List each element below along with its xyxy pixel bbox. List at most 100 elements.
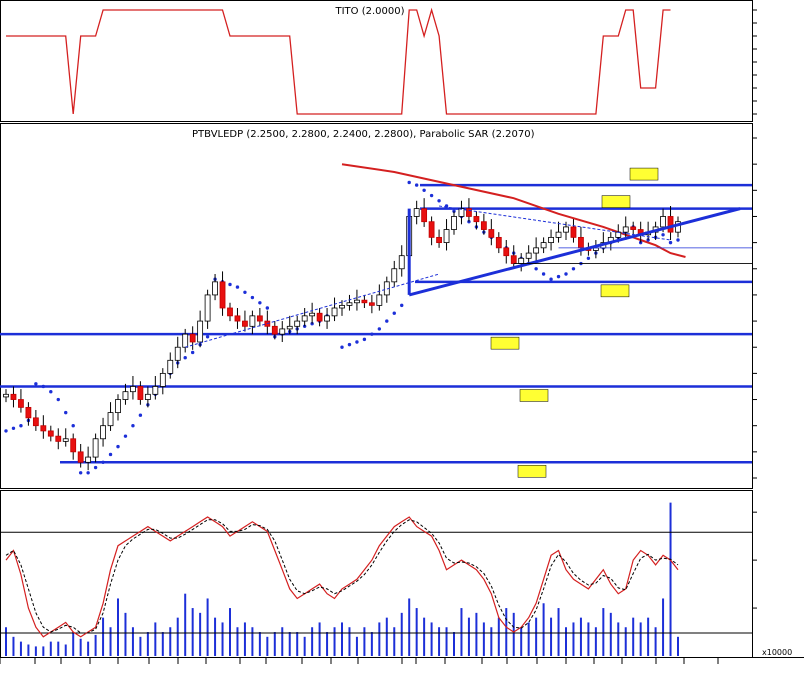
sar-dot — [414, 183, 419, 187]
candle-body — [540, 242, 547, 249]
candle-body — [159, 372, 166, 387]
price-panel-frame — [0, 123, 753, 489]
volume-bars — [5, 502, 679, 656]
candle-body — [503, 247, 510, 257]
sar-dot — [34, 382, 38, 386]
candle-body — [466, 208, 472, 217]
volume-unit-label: x10000 — [762, 648, 792, 657]
candle-body — [525, 252, 532, 259]
candle-body — [92, 438, 99, 458]
candle-body — [622, 226, 629, 233]
candle-body — [144, 393, 151, 400]
candle-body — [227, 307, 233, 317]
price-y-axis — [752, 137, 757, 479]
candle-body — [279, 328, 286, 335]
tito-y-axis — [752, 9, 757, 115]
candle-body — [458, 208, 465, 217]
sar-dot — [340, 345, 344, 349]
candle-body — [286, 325, 293, 330]
x-axis-labels — [0, 657, 719, 664]
support-resistance-lines — [0, 167, 752, 478]
sar-dot — [556, 274, 561, 279]
sar-dot — [131, 423, 135, 428]
candle-body — [376, 294, 383, 306]
candle-body — [548, 236, 554, 244]
sar-dot — [407, 180, 411, 185]
ascending-trendline — [408, 207, 741, 297]
sar-dot — [400, 303, 404, 308]
candle-body — [510, 255, 517, 264]
sar-dot — [49, 389, 53, 394]
candle-body — [563, 226, 569, 233]
sar-dot — [549, 277, 553, 281]
candle-body — [495, 236, 502, 249]
oscillator — [0, 516, 752, 638]
candle-body — [85, 456, 92, 463]
candle-body — [533, 247, 540, 254]
candle-body — [316, 312, 323, 322]
candle-body — [212, 281, 218, 296]
candle-body — [346, 302, 353, 306]
sar-dot — [243, 290, 247, 295]
sar-dot — [586, 256, 591, 261]
level-label-box — [517, 465, 547, 478]
candle-body — [249, 315, 256, 327]
candle-body — [570, 226, 577, 238]
dashed-trendline — [185, 273, 440, 348]
sar-dot — [205, 335, 210, 339]
candle-body — [115, 399, 121, 414]
sar-dot — [385, 319, 389, 323]
candle-body — [555, 231, 562, 238]
sar-dot — [668, 240, 673, 245]
candle-body — [234, 315, 241, 322]
sar-dot — [108, 452, 113, 457]
candle-body — [578, 236, 584, 249]
sar-dot — [429, 193, 434, 198]
candle-body — [339, 304, 345, 309]
sar-dot — [437, 199, 441, 203]
candle-body — [421, 208, 428, 223]
sar-dot — [355, 340, 359, 344]
sar-dot — [250, 295, 255, 300]
trendlines — [185, 205, 752, 348]
candle-body — [331, 307, 338, 317]
candle-body — [324, 315, 330, 322]
candle-body — [242, 320, 248, 327]
sar-dot — [661, 233, 665, 237]
candle-body — [413, 208, 420, 217]
candle-body — [47, 430, 54, 437]
candle-body — [354, 299, 360, 304]
moving-average — [341, 163, 686, 258]
oscillator-slow-line — [5, 519, 679, 634]
sar-dot — [41, 384, 46, 389]
sar-dot — [534, 267, 538, 271]
tito-series — [6, 7, 671, 115]
sar-dot — [571, 267, 576, 271]
oscillator-fast-line — [5, 516, 679, 638]
candle-body — [204, 294, 211, 322]
sar-dot — [116, 444, 120, 449]
tito-line — [6, 7, 671, 115]
sar-dot — [392, 311, 396, 315]
candle-body — [256, 315, 263, 322]
candle-body — [368, 302, 375, 306]
candle-body — [488, 229, 495, 238]
sar-dot — [101, 460, 105, 465]
sar-dot — [78, 471, 83, 475]
sar-dot — [64, 410, 68, 415]
sar-dot — [93, 465, 98, 470]
candle-body — [398, 255, 405, 270]
sar-dot — [4, 429, 8, 433]
candle-body — [3, 393, 9, 398]
sar-dot — [377, 327, 382, 331]
volume-y-axis — [752, 511, 757, 609]
candle-body — [428, 221, 435, 238]
candle-body — [480, 221, 487, 230]
candle-body — [137, 386, 144, 400]
dashed-resistance-line — [438, 205, 671, 241]
level-label-box — [601, 195, 631, 208]
tito-title: TITO (2.0000) — [334, 6, 404, 17]
candle-body — [174, 346, 181, 361]
